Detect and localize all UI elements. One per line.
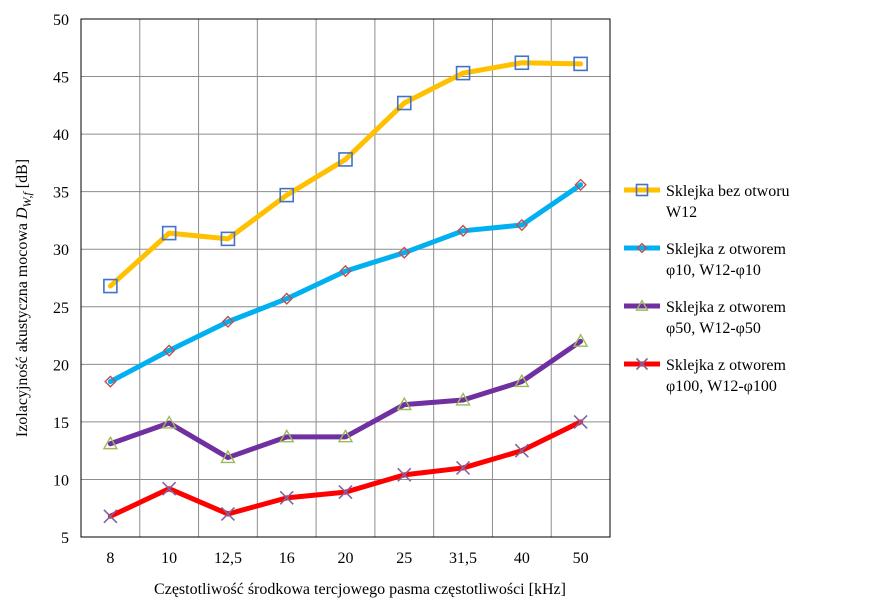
data-point (162, 344, 176, 357)
x-tick-label: 25 (396, 550, 412, 567)
data-point (514, 373, 530, 388)
x-tick-label: 12,5 (214, 550, 242, 567)
data-point (161, 225, 177, 241)
data-point (220, 231, 236, 247)
legend-label: Sklejka z otworem (666, 241, 787, 258)
legend: Sklejka bez otworu W12 Sklejka z otworem φ1… (624, 183, 790, 395)
series-line (107, 60, 584, 289)
data-point (102, 435, 119, 450)
y-axis-ticks: 5 10 15 20 25 30 35 40 45 50 (53, 12, 69, 547)
y-tick-label: 50 (53, 12, 69, 29)
x-tick-label: 10 (161, 550, 177, 567)
data-point (338, 485, 353, 500)
y-tick-label: 20 (53, 357, 69, 374)
legend-item: Sklejka z otworem φ50, W12-φ50 (624, 299, 787, 337)
x-axis-label: Częstotliwość środkowa tercjowego pasma … (154, 581, 566, 598)
data-point (455, 65, 471, 81)
data-point (337, 428, 354, 443)
data-point (103, 278, 118, 294)
data-point (280, 292, 293, 305)
x-tick-label: 40 (514, 550, 530, 567)
series-line (107, 182, 584, 385)
legend-label: W12 (666, 204, 697, 221)
y-tick-label: 45 (53, 70, 69, 87)
data-point (339, 264, 352, 278)
y-axis-label-main: Izolacyjność akustyczna mocowa (14, 219, 31, 437)
y-tick-label: 10 (53, 472, 69, 489)
x-tick-label: 20 (338, 550, 354, 567)
data-point (455, 460, 471, 475)
series-group (102, 55, 589, 524)
series-3 (102, 333, 589, 464)
x-tick-label: 16 (279, 550, 295, 567)
series-2 (104, 178, 587, 388)
x-axis-ticks: 8 10 12,5 16 20 25 31,5 40 50 (106, 550, 588, 567)
legend-marker (635, 357, 649, 371)
legend-label: Sklejka bez otworu (666, 183, 790, 200)
y-tick-label: 25 (53, 300, 69, 317)
data-point (221, 315, 235, 328)
legend-label: Sklejka z otworem (666, 357, 787, 374)
y-tick-label: 35 (53, 185, 69, 202)
x-tick-label: 31,5 (449, 550, 477, 567)
data-point (396, 396, 412, 411)
data-point (161, 415, 177, 429)
data-point (338, 152, 353, 167)
data-point (455, 392, 471, 406)
legend-item: Sklejka z otworem φ100, W12-φ100 (624, 357, 787, 395)
legend-marker (635, 183, 649, 197)
legend-label: φ100, W12-φ100 (666, 378, 777, 395)
data-point (397, 467, 412, 482)
y-axis-label-unit: [dB] (14, 159, 31, 192)
legend-marker (636, 242, 648, 254)
y-tick-label: 30 (53, 242, 69, 259)
legend-item: Sklejka bez otworu W12 (624, 183, 790, 221)
data-point (572, 333, 589, 347)
data-point (398, 246, 411, 259)
data-point (515, 218, 529, 232)
data-point (396, 95, 412, 111)
data-point (514, 55, 530, 71)
data-point (514, 443, 529, 458)
legend-label: φ50, W12-φ50 (666, 320, 761, 337)
data-point (162, 481, 177, 496)
legend-label: φ10, W12-φ10 (666, 262, 761, 279)
y-axis-label: Izolacyjność akustyczna mocowa DW,f [dB] (14, 159, 34, 437)
data-point (103, 509, 118, 524)
data-point (573, 56, 588, 72)
data-point (279, 490, 294, 505)
y-axis-label-subscript: W,f (20, 191, 34, 208)
plot-area (80, 18, 611, 538)
legend-label: Sklejka z otworem (666, 299, 787, 316)
data-point (573, 414, 588, 429)
series-1 (103, 55, 588, 294)
data-point (574, 178, 587, 191)
data-point (279, 187, 295, 203)
y-tick-label: 15 (53, 415, 69, 432)
y-tick-label: 40 (53, 127, 69, 144)
data-point (220, 449, 236, 464)
grid (81, 18, 610, 538)
x-tick-label: 8 (106, 550, 114, 567)
series-line (107, 338, 584, 461)
data-point (220, 506, 236, 522)
x-tick-label: 50 (573, 550, 589, 567)
data-point (279, 428, 295, 443)
y-axis-label-symbol: D (14, 207, 31, 220)
legend-item: Sklejka z otworem φ10, W12-φ10 (624, 241, 787, 279)
data-point (456, 224, 470, 237)
y-tick-label: 5 (61, 530, 69, 547)
data-point (104, 375, 117, 388)
series-4 (103, 414, 588, 524)
legend-marker (635, 299, 649, 311)
